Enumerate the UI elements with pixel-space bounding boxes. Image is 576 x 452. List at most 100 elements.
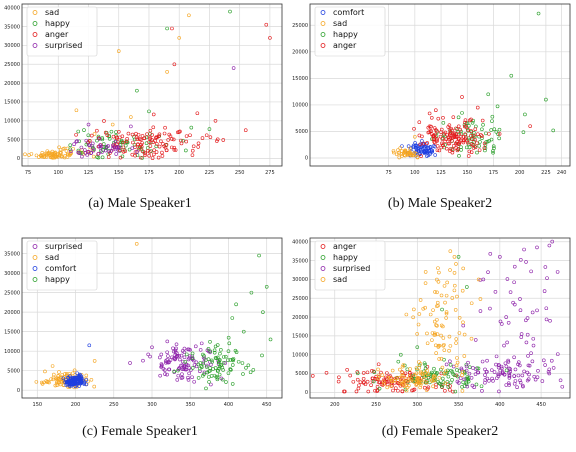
data-point: [423, 370, 428, 375]
data-point: [452, 271, 457, 275]
data-point: [394, 386, 398, 390]
data-point: [227, 341, 232, 346]
data-point: [264, 284, 269, 289]
data-point: [473, 367, 478, 371]
y-tick-label: 25000: [292, 296, 308, 302]
data-point: [440, 307, 444, 312]
plot-frame: [21, 237, 283, 399]
data-point: [494, 130, 499, 134]
data-point: [90, 141, 95, 146]
data-point: [487, 132, 491, 136]
data-point: [429, 116, 434, 120]
legend-label: anger: [333, 41, 357, 50]
data-point: [135, 88, 139, 93]
data-point: [456, 147, 461, 151]
y-tick-label: 35000: [4, 251, 20, 257]
data-point: [551, 128, 556, 133]
data-point: [481, 277, 486, 282]
data-point: [488, 306, 492, 311]
data-point: [61, 376, 66, 381]
data-point: [134, 131, 138, 136]
data-point: [161, 367, 166, 371]
data-point: [70, 379, 74, 383]
legend-label: surprised: [333, 264, 370, 273]
data-point: [82, 128, 86, 132]
data-point: [89, 377, 94, 382]
legend-label: comfort: [45, 264, 76, 273]
data-point: [459, 134, 463, 139]
data-point: [478, 309, 483, 313]
data-point: [181, 138, 185, 143]
data-point: [462, 332, 467, 337]
data-point: [430, 137, 434, 141]
data-point: [160, 363, 164, 368]
data-point: [162, 131, 167, 136]
data-point: [87, 143, 91, 147]
data-point: [140, 134, 145, 138]
data-point: [166, 360, 171, 365]
data-point: [418, 369, 423, 374]
data-point: [531, 343, 536, 348]
data-point: [483, 148, 487, 153]
data-point: [355, 377, 360, 382]
panel-a: 75 100 125 150 175 200 225 250 275 0 5000 10000 1500…: [0, 0, 288, 226]
data-point: [430, 149, 435, 154]
data-point: [462, 369, 467, 374]
data-point: [130, 132, 135, 137]
data-point: [230, 363, 235, 367]
data-point: [221, 138, 226, 142]
y-tick-label: 25000: [4, 62, 20, 68]
data-point: [413, 134, 417, 139]
data-point: [121, 140, 126, 145]
data-point: [401, 379, 406, 384]
data-point: [152, 148, 156, 152]
data-point: [220, 377, 225, 382]
data-point: [87, 143, 92, 148]
data-point: [442, 131, 446, 136]
data-point: [356, 386, 361, 391]
data-point: [204, 365, 209, 369]
data-point: [165, 70, 169, 74]
data-point: [47, 380, 51, 385]
data-point: [480, 359, 485, 364]
y-tick-label: 40000: [4, 5, 20, 11]
data-point: [419, 154, 423, 158]
data-point: [218, 351, 222, 356]
data-point: [375, 389, 379, 393]
data-point: [127, 147, 132, 152]
data-point: [459, 145, 463, 149]
data-point: [418, 142, 423, 147]
y-tick-label: 15000: [292, 334, 308, 340]
data-point: [190, 375, 194, 380]
data-point: [215, 377, 220, 382]
data-point: [63, 154, 67, 158]
data-point: [454, 337, 459, 341]
data-point: [216, 368, 220, 373]
data-point: [550, 239, 555, 244]
data-point: [496, 132, 500, 136]
data-point: [57, 370, 61, 374]
data-point: [361, 371, 366, 375]
data-point: [217, 372, 222, 377]
data-point: [415, 345, 420, 349]
data-point: [380, 373, 385, 378]
data-point: [243, 128, 248, 133]
data-point: [173, 148, 178, 152]
data-point: [382, 378, 387, 383]
data-point: [201, 361, 206, 366]
data-point: [410, 372, 415, 377]
data-point: [76, 129, 81, 134]
data-point: [75, 371, 79, 376]
data-point: [187, 356, 192, 360]
data-point: [453, 308, 458, 312]
legend-marker: [32, 255, 38, 260]
data-point: [76, 150, 81, 155]
data-point: [473, 338, 478, 342]
data-point: [518, 297, 522, 301]
data-point: [524, 340, 529, 345]
data-point: [49, 377, 53, 381]
data-point: [78, 376, 83, 380]
data-point: [453, 389, 458, 394]
data-point: [404, 388, 409, 393]
data-point: [124, 139, 129, 144]
